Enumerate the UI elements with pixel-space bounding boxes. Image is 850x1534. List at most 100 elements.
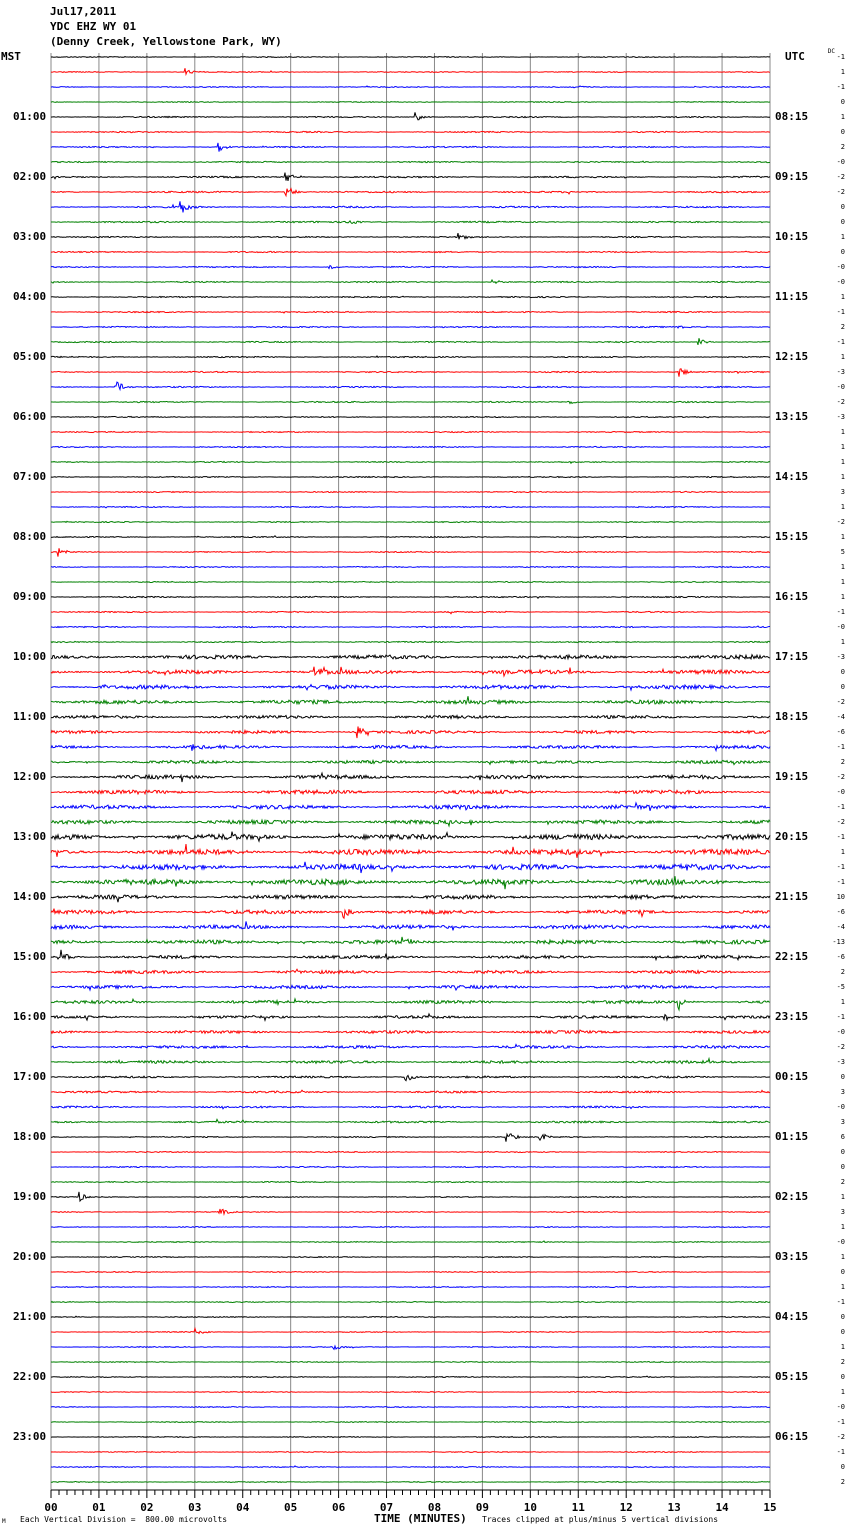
trace-line [51,1167,770,1168]
dc-offset: 0 [841,218,845,226]
x-tick-label: 03 [188,1501,201,1514]
mst-hour-label: 10:00 [13,651,46,663]
dc-offset: 1 [841,638,845,646]
dc-offset: -2 [837,188,845,196]
dc-offset: 1 [841,113,845,121]
mst-hour-label: 23:00 [13,1431,46,1443]
dc-offset: -0 [837,1403,845,1411]
mst-hour-label: 04:00 [13,291,46,303]
utc-hour-label: 16:15 [775,591,808,603]
trace-line [51,832,770,842]
dc-offset: -6 [837,728,845,736]
utc-hour-label: 08:15 [775,111,808,123]
utc-hour-label: 12:15 [775,351,808,363]
trace-line [51,1407,770,1408]
trace-line [51,1257,770,1258]
trace-line [51,68,770,74]
dc-offset: 6 [841,1133,845,1141]
trace-line [51,548,770,556]
dc-offset: 1 [841,1343,845,1351]
utc-hour-label: 20:15 [775,831,808,843]
dc-offset: -0 [837,263,845,271]
dc-offset: 1 [841,68,845,76]
trace-line [51,667,770,676]
dc-offset: 2 [841,968,845,976]
utc-hour-label: 14:15 [775,471,808,483]
x-tick-label: 12 [620,1501,633,1514]
trace-line [51,506,770,508]
mst-hour-label: 08:00 [13,531,46,543]
dc-offset: -3 [837,1058,845,1066]
trace-line [51,338,770,345]
seismogram-plot: 00 01 02 03 04 05 06 07 08 09 10 11 12 13 14 15 [0,0,850,1534]
utc-hour-label: 04:15 [775,1311,808,1323]
x-tick-label: 09 [476,1501,489,1514]
trace-line [51,1392,770,1393]
utc-hour-label: 19:15 [775,771,808,783]
trace-line [51,161,770,163]
dc-offset: 1 [841,848,845,856]
mst-hour-label: 18:00 [13,1131,46,1143]
trace-line [51,369,770,377]
dc-offset: 1 [841,443,845,451]
x-tick-label: 14 [715,1501,729,1514]
dc-offset: 1 [841,1223,845,1231]
x-tick-label: 00 [44,1501,57,1514]
x-tick-label: 02 [140,1501,153,1514]
dc-offset: 0 [841,1268,845,1276]
trace-line [51,86,770,88]
dc-offset: -1 [837,878,845,886]
trace-line [51,1076,770,1081]
dc-offset: -2 [837,173,845,181]
trace-line [51,521,770,522]
trace-line [51,189,770,196]
dc-offset: 2 [841,1178,845,1186]
trace-line [51,1272,770,1273]
trace-line [51,566,770,567]
trace-line [51,266,770,269]
mst-hour-label: 17:00 [13,1071,46,1083]
trace-line [51,1059,770,1064]
x-tick-label: 13 [668,1501,681,1514]
dc-offset: 1 [841,1253,845,1261]
trace-line [51,985,770,990]
trace-line [51,862,770,873]
dc-offset: -2 [837,773,845,781]
trace-line [51,626,770,628]
clip-note: Traces clipped at plus/minus 5 vertical … [482,1515,718,1524]
dc-offset: 1 [841,533,845,541]
dc-offset: -2 [837,1043,845,1051]
dc-offset: 1 [841,578,845,586]
trace-line [51,744,770,751]
utc-hour-label: 23:15 [775,1011,808,1023]
trace-line [51,1481,770,1482]
dc-offset: -6 [837,953,845,961]
dc-offset: -5 [837,983,845,991]
mst-hour-label: 06:00 [13,411,46,423]
dc-offset: 2 [841,1358,845,1366]
dc-offset: 0 [841,683,845,691]
dc-offset: 0 [841,668,845,676]
trace-line [51,1192,770,1201]
dc-offset: -0 [837,1103,845,1111]
trace-line [51,311,770,313]
trace-line [51,1134,770,1142]
dc-offset: 3 [841,1118,845,1126]
dc-offset: -3 [837,653,845,661]
trace-line [51,1346,770,1349]
mst-hour-label: 15:00 [13,951,46,963]
dc-offset: -1 [837,338,845,346]
dc-offset: 0 [841,203,845,211]
trace-line [51,221,770,224]
trace-line [51,1452,770,1453]
trace-line [51,1422,770,1423]
mst-hour-label: 20:00 [13,1251,46,1263]
trace-line [51,1209,770,1214]
dc-offset: 1 [841,293,845,301]
dc-offset: 3 [841,1088,845,1096]
dc-offset: 0 [841,248,845,256]
trace-line [51,641,770,642]
trace-line [51,461,770,463]
trace-line [51,382,770,389]
utc-hour-label: 05:15 [775,1371,808,1383]
